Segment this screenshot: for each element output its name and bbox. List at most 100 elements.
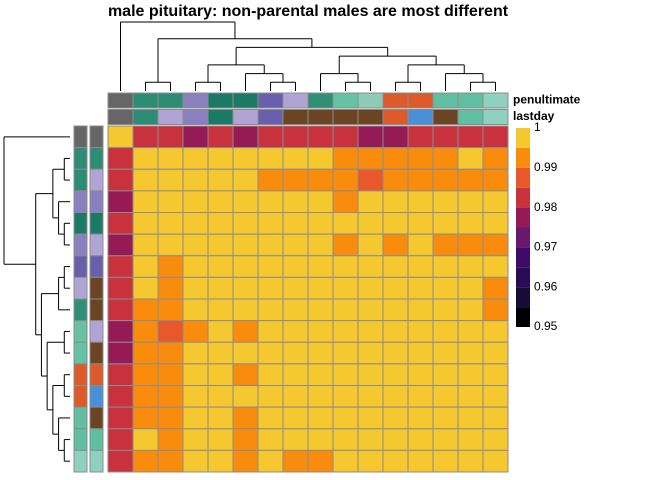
heatmap-cell xyxy=(232,255,259,278)
heatmap-cell xyxy=(407,125,434,149)
heatmap-cell xyxy=(207,298,234,322)
heatmap-cell xyxy=(332,385,359,408)
heatmap-cell xyxy=(232,428,259,451)
heatmap-cell xyxy=(207,320,234,343)
column-annotation xyxy=(157,109,184,125)
heatmap-cell xyxy=(282,406,309,430)
row-annotation xyxy=(73,385,88,408)
heatmap-cell xyxy=(382,212,409,235)
colorbar-tick-label: 1 xyxy=(534,120,541,134)
heatmap-cell xyxy=(257,320,284,343)
heatmap-cell xyxy=(307,190,334,213)
heatmap-cell xyxy=(407,168,434,192)
heatmap-cell xyxy=(232,363,259,386)
column-annotation xyxy=(332,92,359,109)
heatmap-cell xyxy=(432,320,459,343)
heatmap-cell xyxy=(257,363,284,386)
heatmap-cell xyxy=(382,298,409,322)
heatmap-cell xyxy=(207,255,234,278)
heatmap-cell xyxy=(307,212,334,235)
heatmap-cell xyxy=(157,449,184,473)
heatmap-cell xyxy=(432,385,459,408)
heatmap-cell xyxy=(482,212,509,235)
heatmap-cell xyxy=(332,125,359,149)
row-annotation xyxy=(89,255,104,278)
heatmap-cell xyxy=(182,341,209,365)
heatmap-cell xyxy=(482,320,509,343)
column-annotation xyxy=(232,92,259,109)
heatmap-cell xyxy=(482,449,509,473)
heatmap-cell xyxy=(307,147,334,170)
heatmap-cell xyxy=(132,147,159,170)
heatmap-cell xyxy=(207,233,234,257)
heatmap-cell xyxy=(382,385,409,408)
heatmap-cell xyxy=(482,233,509,257)
column-annotation xyxy=(132,92,159,109)
column-annotation xyxy=(457,109,484,125)
heatmap-cell xyxy=(207,147,234,170)
colorbar-step xyxy=(516,247,530,268)
colorbar-step xyxy=(516,267,530,288)
heatmap-cell xyxy=(157,385,184,408)
heatmap-cell xyxy=(457,168,484,192)
heatmap-cell xyxy=(207,363,234,386)
heatmap-cell xyxy=(257,255,284,278)
column-annotation xyxy=(332,109,359,125)
heatmap-cell xyxy=(132,212,159,235)
heatmap-cell xyxy=(482,255,509,278)
heatmap-cell xyxy=(157,428,184,451)
heatmap-cell xyxy=(207,212,234,235)
heatmap-cell xyxy=(132,125,159,149)
heatmap-cell xyxy=(232,190,259,213)
heatmap-cell xyxy=(157,298,184,322)
heatmap-cell xyxy=(232,125,259,149)
heatmap-cell xyxy=(207,168,234,192)
row-annotation xyxy=(89,212,104,235)
heatmap-cell xyxy=(407,276,434,300)
heatmap-cell xyxy=(332,276,359,300)
row-annotation xyxy=(73,406,88,430)
heatmap-cell xyxy=(257,298,284,322)
heatmap-cell xyxy=(132,449,159,473)
heatmap-cell xyxy=(382,125,409,149)
column-annotation xyxy=(232,109,259,125)
heatmap-cell xyxy=(132,298,159,322)
heatmap-cell xyxy=(182,255,209,278)
heatmap-cell xyxy=(332,363,359,386)
heatmap-cell xyxy=(257,385,284,408)
heatmap-cell xyxy=(107,341,134,365)
heatmap-cell xyxy=(257,233,284,257)
heatmap-cell xyxy=(407,212,434,235)
heatmap-cell xyxy=(407,449,434,473)
heatmap-cell xyxy=(182,298,209,322)
heatmap-cell xyxy=(457,147,484,170)
row-annotation xyxy=(89,406,104,430)
heatmap-cell xyxy=(332,233,359,257)
heatmap-cell xyxy=(432,212,459,235)
heatmap-cell xyxy=(307,341,334,365)
heatmap-cell xyxy=(482,168,509,192)
row-annotation xyxy=(89,363,104,386)
column-annotation xyxy=(282,92,309,109)
heatmap-cell xyxy=(457,190,484,213)
heatmap-cell xyxy=(432,125,459,149)
heatmap-cell xyxy=(132,168,159,192)
heatmap-cell xyxy=(332,255,359,278)
heatmap-cell xyxy=(232,147,259,170)
heatmap-cell xyxy=(382,255,409,278)
row-annotation xyxy=(73,147,88,170)
row-annotation xyxy=(89,233,104,257)
heatmap-cell xyxy=(182,147,209,170)
heatmap-cell xyxy=(107,276,134,300)
colorbar-step xyxy=(516,307,530,327)
heatmap-cell xyxy=(232,276,259,300)
heatmap-cell xyxy=(232,320,259,343)
heatmap-cell xyxy=(257,125,284,149)
column-annotation xyxy=(407,109,434,125)
heatmap-cell xyxy=(207,406,234,430)
heatmap-cell xyxy=(432,276,459,300)
heatmap-cell xyxy=(432,168,459,192)
annotation-label: penultimate xyxy=(513,93,581,107)
heatmap-cell xyxy=(407,298,434,322)
row-annotation xyxy=(73,449,88,473)
